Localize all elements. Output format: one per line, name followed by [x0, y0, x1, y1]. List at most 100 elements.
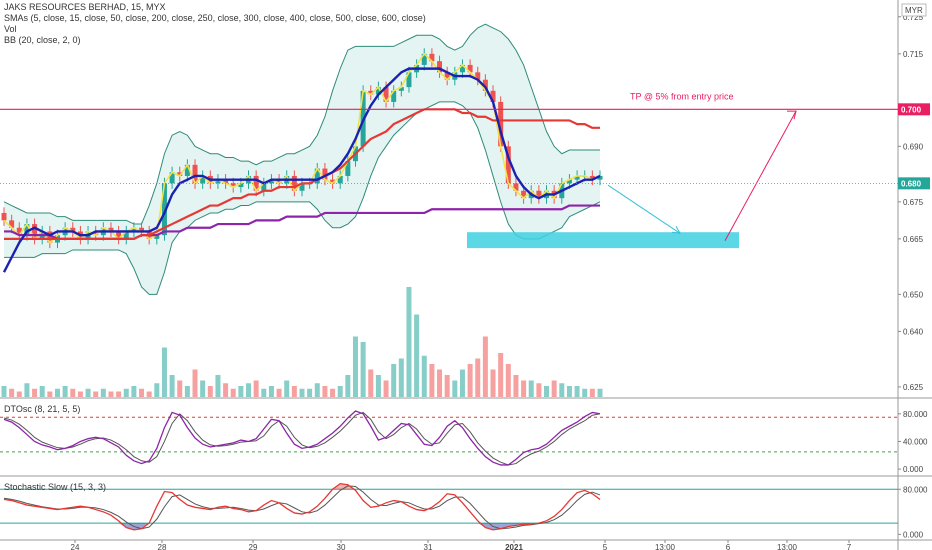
time-tick-label: 31 [424, 543, 433, 550]
volume-bar [429, 364, 435, 397]
price-axis[interactable]: 0.725 0.715 0.700 0.690 0.680 0.675 0.665 0.650… [898, 3, 930, 539]
volume-bar [589, 388, 595, 397]
bb-fill [4, 24, 600, 295]
osc-k-line [3, 482, 601, 531]
volume-bar [16, 391, 22, 397]
volume-bar [77, 391, 83, 397]
candle-body [123, 231, 129, 239]
volume-bar [452, 380, 458, 397]
volume-bar [467, 364, 473, 397]
volume-bar [566, 386, 572, 397]
price-tick-label: 0.675 [903, 198, 924, 207]
candle-body [47, 231, 53, 243]
time-tick-label: 29 [249, 543, 258, 550]
volume-bar [200, 380, 206, 397]
volume-bar [398, 358, 404, 397]
volume-bar [1, 386, 7, 397]
volume-bar [391, 364, 397, 397]
volume-bar [284, 380, 290, 397]
volume-bar [521, 380, 527, 397]
candle-body [444, 72, 450, 80]
tp-note: TP @ 5% from entry price [630, 91, 734, 101]
volume-bar [268, 386, 274, 397]
candle-body [459, 64, 465, 73]
volume-bar [100, 388, 106, 397]
volume-bar [337, 386, 343, 397]
candle-body [421, 53, 427, 65]
osc-k-line [3, 410, 601, 466]
volume-bar [475, 358, 481, 397]
volume-bar [459, 369, 465, 397]
candle-body [536, 190, 542, 199]
price-tick-label: 0.715 [903, 50, 924, 59]
candle-body [383, 87, 389, 102]
candle-body [566, 179, 572, 184]
candle-body [139, 227, 145, 232]
candle-body [429, 53, 435, 62]
candle-body [574, 175, 580, 180]
chart-legend: JAKS RESOURCES BERHAD, 15, MYX SMAs (5, … [4, 2, 426, 46]
volume-bar [597, 388, 603, 397]
volume-bar [498, 353, 504, 397]
time-tick-label: 7 [847, 543, 852, 550]
volume-bar [368, 369, 374, 397]
candle-body [314, 168, 320, 184]
volume-bar [437, 369, 443, 397]
osc-tick-label: 0.000 [903, 530, 924, 539]
candle-body [589, 175, 595, 180]
arrow-up-line [724, 110, 797, 241]
volume-bar [352, 336, 358, 397]
volume-bar [291, 386, 297, 397]
bb-upper-line [3, 23, 600, 225]
volume-bar [238, 386, 244, 397]
volume-bar [528, 380, 534, 397]
volume-bar [131, 386, 137, 397]
oversold-fill [118, 523, 127, 528]
volume-bar [551, 380, 557, 397]
price-tick-label: 0.665 [903, 235, 924, 244]
volume-bar [345, 375, 351, 397]
volume-bar [513, 375, 519, 397]
indicator-sma-label[interactable]: SMAs (5, close, 15, close, 50, close, 20… [4, 13, 426, 23]
volume-bar [161, 347, 167, 397]
volume-bar [192, 369, 198, 397]
candle-body [345, 161, 351, 176]
candle-body [521, 190, 527, 199]
candle-body [505, 146, 511, 184]
volume-bar [330, 388, 336, 397]
candle-body [215, 179, 221, 184]
candle-body [337, 175, 343, 184]
volume-bars [1, 287, 603, 397]
indicator-vol-label[interactable]: Vol [4, 24, 17, 34]
volume-bar [299, 388, 305, 397]
chart-title[interactable]: JAKS RESOURCES BERHAD, 15, MYX [4, 2, 166, 12]
candle-body [1, 212, 7, 221]
volume-bar [276, 388, 282, 397]
indicator-bb-label[interactable]: BB (20, close, 2, 0) [4, 35, 81, 45]
price-badge [898, 103, 930, 116]
volume-bar [62, 386, 68, 397]
price-badge [898, 177, 930, 190]
candle-body [24, 224, 30, 236]
price-tick-label: 0.650 [903, 290, 924, 299]
volume-bar [444, 375, 450, 397]
time-axis[interactable]: 24 28 29 30 31 2021 5 13:00 6 13:00 7 [71, 540, 852, 550]
osc-tick-label: 80.000 [903, 410, 928, 419]
volume-bar [421, 355, 427, 397]
candle-body [391, 90, 397, 102]
candle-body [93, 231, 99, 236]
volume-bar [253, 380, 259, 397]
volume-bar [582, 388, 588, 397]
candle-body [437, 61, 443, 73]
price-tick-label: 0.690 [903, 142, 924, 151]
volume-bar [215, 375, 221, 397]
candle-body [223, 179, 229, 184]
price-tick-label: 0.640 [903, 327, 924, 336]
osc-tick-label: 80.000 [903, 485, 928, 494]
time-tick-label: 5 [603, 543, 608, 550]
volume-bar [574, 386, 580, 397]
volume-bar [93, 391, 99, 397]
